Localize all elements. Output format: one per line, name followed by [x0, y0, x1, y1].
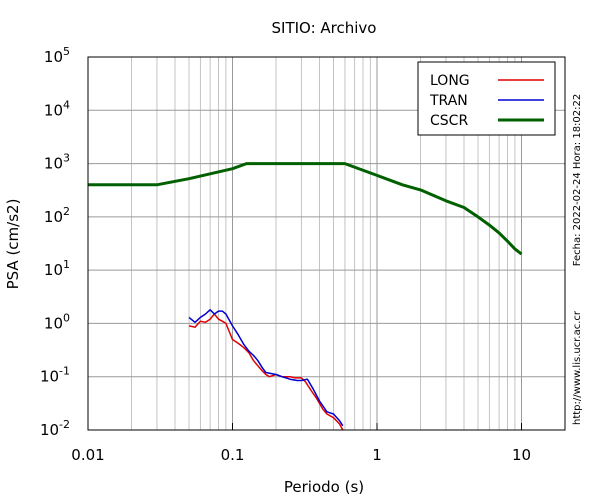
y-tick-label: 100 [44, 311, 70, 332]
chart-title: SITIO: Archivo [272, 19, 377, 37]
y-tick-label: 10-2 [40, 418, 70, 439]
legend-label-cscr: CSCR [430, 113, 468, 129]
x-axis-label: Periodo (s) [284, 478, 364, 496]
x-tick-labels: 0.01 0.1 1 10 [71, 423, 531, 464]
legend-label-long: LONG [430, 73, 470, 89]
series-line-tran [188, 309, 344, 427]
y-tick-label: 103 [44, 152, 70, 173]
x-tick-label: 1 [372, 446, 382, 464]
y-axis-label: PSA (cm/s2) [4, 199, 22, 290]
x-tick-label: 0.01 [71, 446, 104, 464]
y-tick-label: 104 [44, 98, 70, 119]
website-url-text: http://www.lis.ucr.ac.cr [572, 310, 583, 425]
x-tick-label: 10 [512, 446, 531, 464]
x-tick-label: 0.1 [221, 446, 245, 464]
y-tick-label: 10-1 [40, 365, 70, 386]
legend-label-tran: TRAN [429, 93, 468, 109]
legend-box [417, 61, 556, 136]
grid-lines [88, 57, 565, 430]
y-tick-label: 102 [44, 205, 70, 226]
series-lines [88, 162, 523, 431]
timestamp-text: Fecha: 2022-02-24 Hora: 18:02:22 [572, 94, 583, 267]
y-tick-labels: 10-2 10-1 100 101 102 103 104 105 [40, 45, 70, 439]
series-line-cscr [88, 162, 523, 256]
legend: LONG TRAN CSCR [417, 61, 556, 136]
plot-frame [87, 56, 566, 431]
y-tick-label: 101 [44, 258, 70, 279]
y-tick-label: 105 [44, 45, 70, 66]
